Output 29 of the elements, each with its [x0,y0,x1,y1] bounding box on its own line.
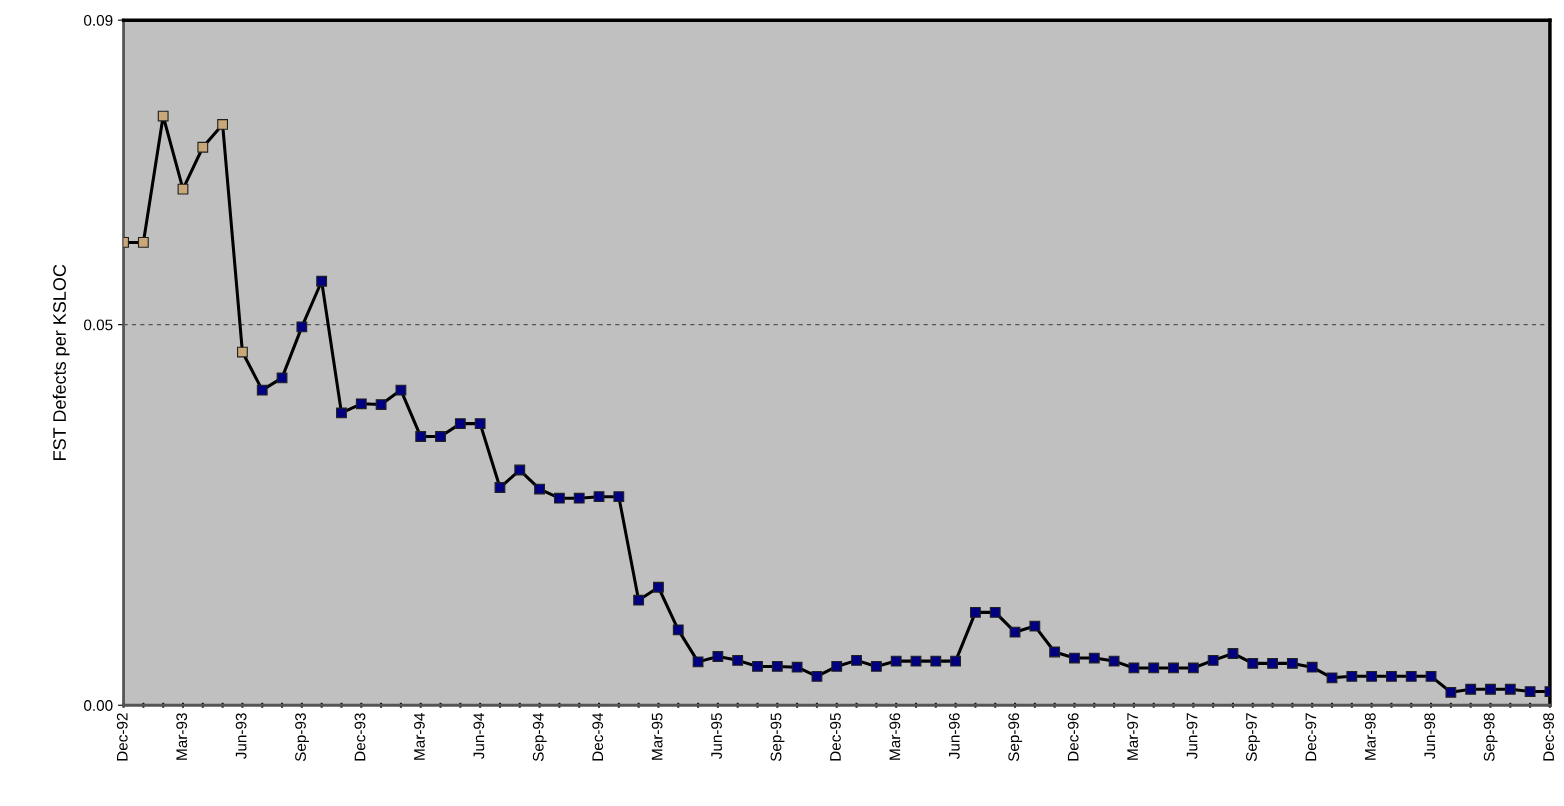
x-tick-label: Jun-95 [711,713,722,760]
x-tick-label: Jun-96 [948,713,960,760]
x-tick-label: Sep-97 [1246,713,1260,762]
x-tick-label: Sep-95 [770,713,785,762]
x-tick-label: Dec-98 [1543,713,1555,761]
x-tick-label: Mar-98 [1364,713,1376,760]
x-tick-label: Dec-95 [830,713,841,761]
x-tick-label: Dec-96 [1067,713,1079,761]
y-tick-label: 0.09 [84,15,113,26]
x-tick-label: Sep-94 [532,712,547,762]
x-tick-label: Sep-96 [1008,713,1023,762]
y-tick-label: 0.05 [84,319,113,331]
x-tick-label: Sep-98 [1483,713,1498,762]
x-tick-label: Jun-98 [1424,713,1436,760]
y-tick-label: 0.00 [84,700,113,711]
x-tick-label: Mar-97 [1127,713,1138,760]
x-tick-label: Mar-93 [176,713,188,760]
x-tick-label: Jun-97 [1186,713,1198,760]
x-tick-label: Dec-92 [116,713,128,761]
y-axis-title: FST Defects per KSLOC [52,264,70,460]
x-tick-label: Dec-97 [1305,713,1317,761]
x-tick-label: Sep-93 [295,713,309,762]
x-tick-label: Mar-95 [651,713,663,760]
x-tick-label: Jun-93 [235,713,247,760]
x-tick-label: Jun-94 [473,712,485,760]
x-tick-label: Mar-94 [414,712,425,760]
x-tick-label: Dec-94 [592,712,604,761]
x-tick-label: Mar-96 [889,713,901,760]
x-tick-label: Dec-93 [354,713,366,761]
